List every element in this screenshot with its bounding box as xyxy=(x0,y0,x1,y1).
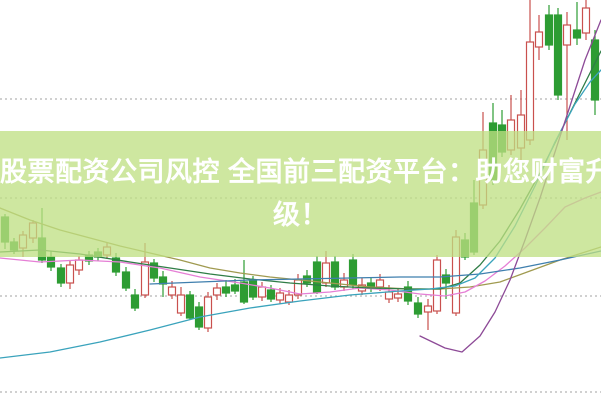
ma-purple xyxy=(419,19,601,353)
ma-blue-flat xyxy=(149,250,601,285)
ma-darkgreen xyxy=(0,50,601,290)
